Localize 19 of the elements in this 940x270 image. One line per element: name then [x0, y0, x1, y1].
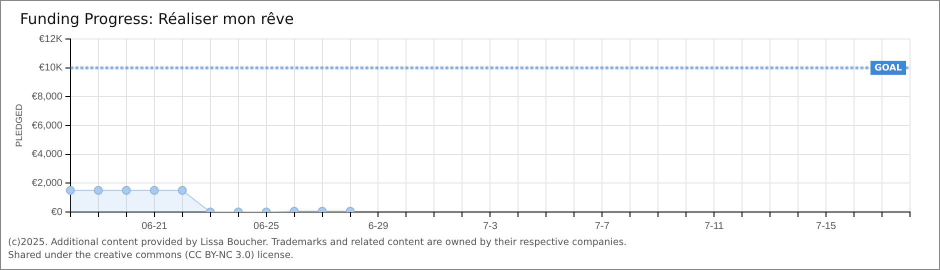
- x-tick-label: 7-7: [594, 220, 610, 232]
- y-tick-label: €2,000: [32, 178, 63, 189]
- y-tick-label: €4,000: [32, 149, 63, 160]
- y-tick-label: €6,000: [32, 120, 63, 132]
- x-tick-label: 7-3: [482, 220, 498, 232]
- x-tick-label: 7-15: [816, 220, 836, 232]
- text: (c)2025. Additional content provided by Lissa Boucher. Trademarks and related content are owned by their respective companies.: [8, 237, 627, 248]
- x-tick-label: 06-21: [142, 220, 168, 232]
- y-tick-label: €0: [51, 206, 63, 218]
- y-tick-label: €12K: [39, 34, 63, 45]
- chart-title: Funding Progress: Réaliser mon rêve: [20, 10, 294, 28]
- x-tick-label: 6-29: [368, 220, 389, 232]
- y-tick-label: €10K: [39, 62, 63, 74]
- x-tick-label: 06-25: [254, 220, 280, 232]
- text: Shared under the creative commons (CC BY-NC 3.0) license.: [8, 250, 294, 261]
- x-tick-label: 7-11: [704, 220, 724, 232]
- y-axis-title: PLEDGED: [14, 103, 24, 148]
- y-tick-label: €8,000: [32, 91, 63, 102]
- ref-line-label: GOAL: [874, 64, 902, 74]
